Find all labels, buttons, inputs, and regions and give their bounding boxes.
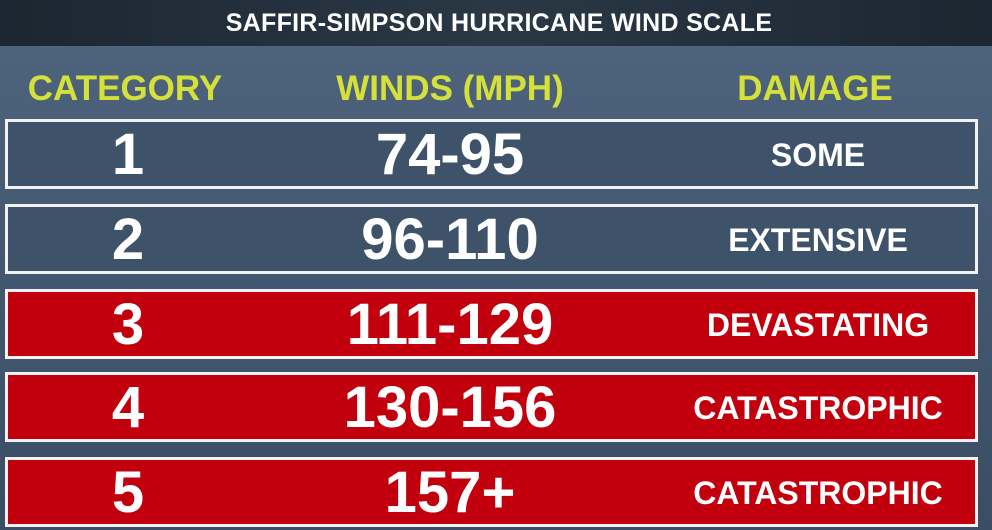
damage-cell: CATASTROPHIC	[693, 475, 943, 511]
column-header: DAMAGE	[737, 69, 893, 108]
title-band	[0, 0, 992, 46]
winds-cell: 130-156	[343, 375, 557, 440]
damage-cell: SOME	[770, 137, 866, 173]
column-header: CATEGORY	[27, 69, 223, 108]
table-row: 1 74-95 SOME	[5, 119, 978, 189]
damage-cell: EXTENSIVE	[728, 222, 908, 258]
table-row: 5 157+ CATASTROPHIC	[5, 457, 978, 527]
title: SAFFIR-SIMPSON HURRICANE WIND SCALE	[225, 9, 773, 37]
category-cell: 3	[111, 292, 145, 357]
table-row: 2 96-110 EXTENSIVE	[5, 204, 978, 274]
table-row: 3 111-129 DEVASTATING	[5, 289, 978, 359]
category-cell: 4	[111, 375, 145, 440]
winds-cell: 111-129	[346, 292, 554, 357]
table-row: 4 130-156 CATASTROPHIC	[5, 372, 978, 442]
category-cell: 5	[111, 460, 145, 525]
damage-cell: DEVASTATING	[706, 307, 930, 343]
damage-cell: CATASTROPHIC	[693, 390, 943, 426]
category-cell: 2	[111, 207, 145, 272]
category-cell: 1	[111, 122, 145, 187]
winds-cell: 96-110	[361, 207, 539, 272]
column-header: WINDS (MPH)	[336, 69, 564, 108]
winds-cell: 74-95	[375, 122, 525, 187]
winds-cell: 157+	[384, 460, 516, 525]
